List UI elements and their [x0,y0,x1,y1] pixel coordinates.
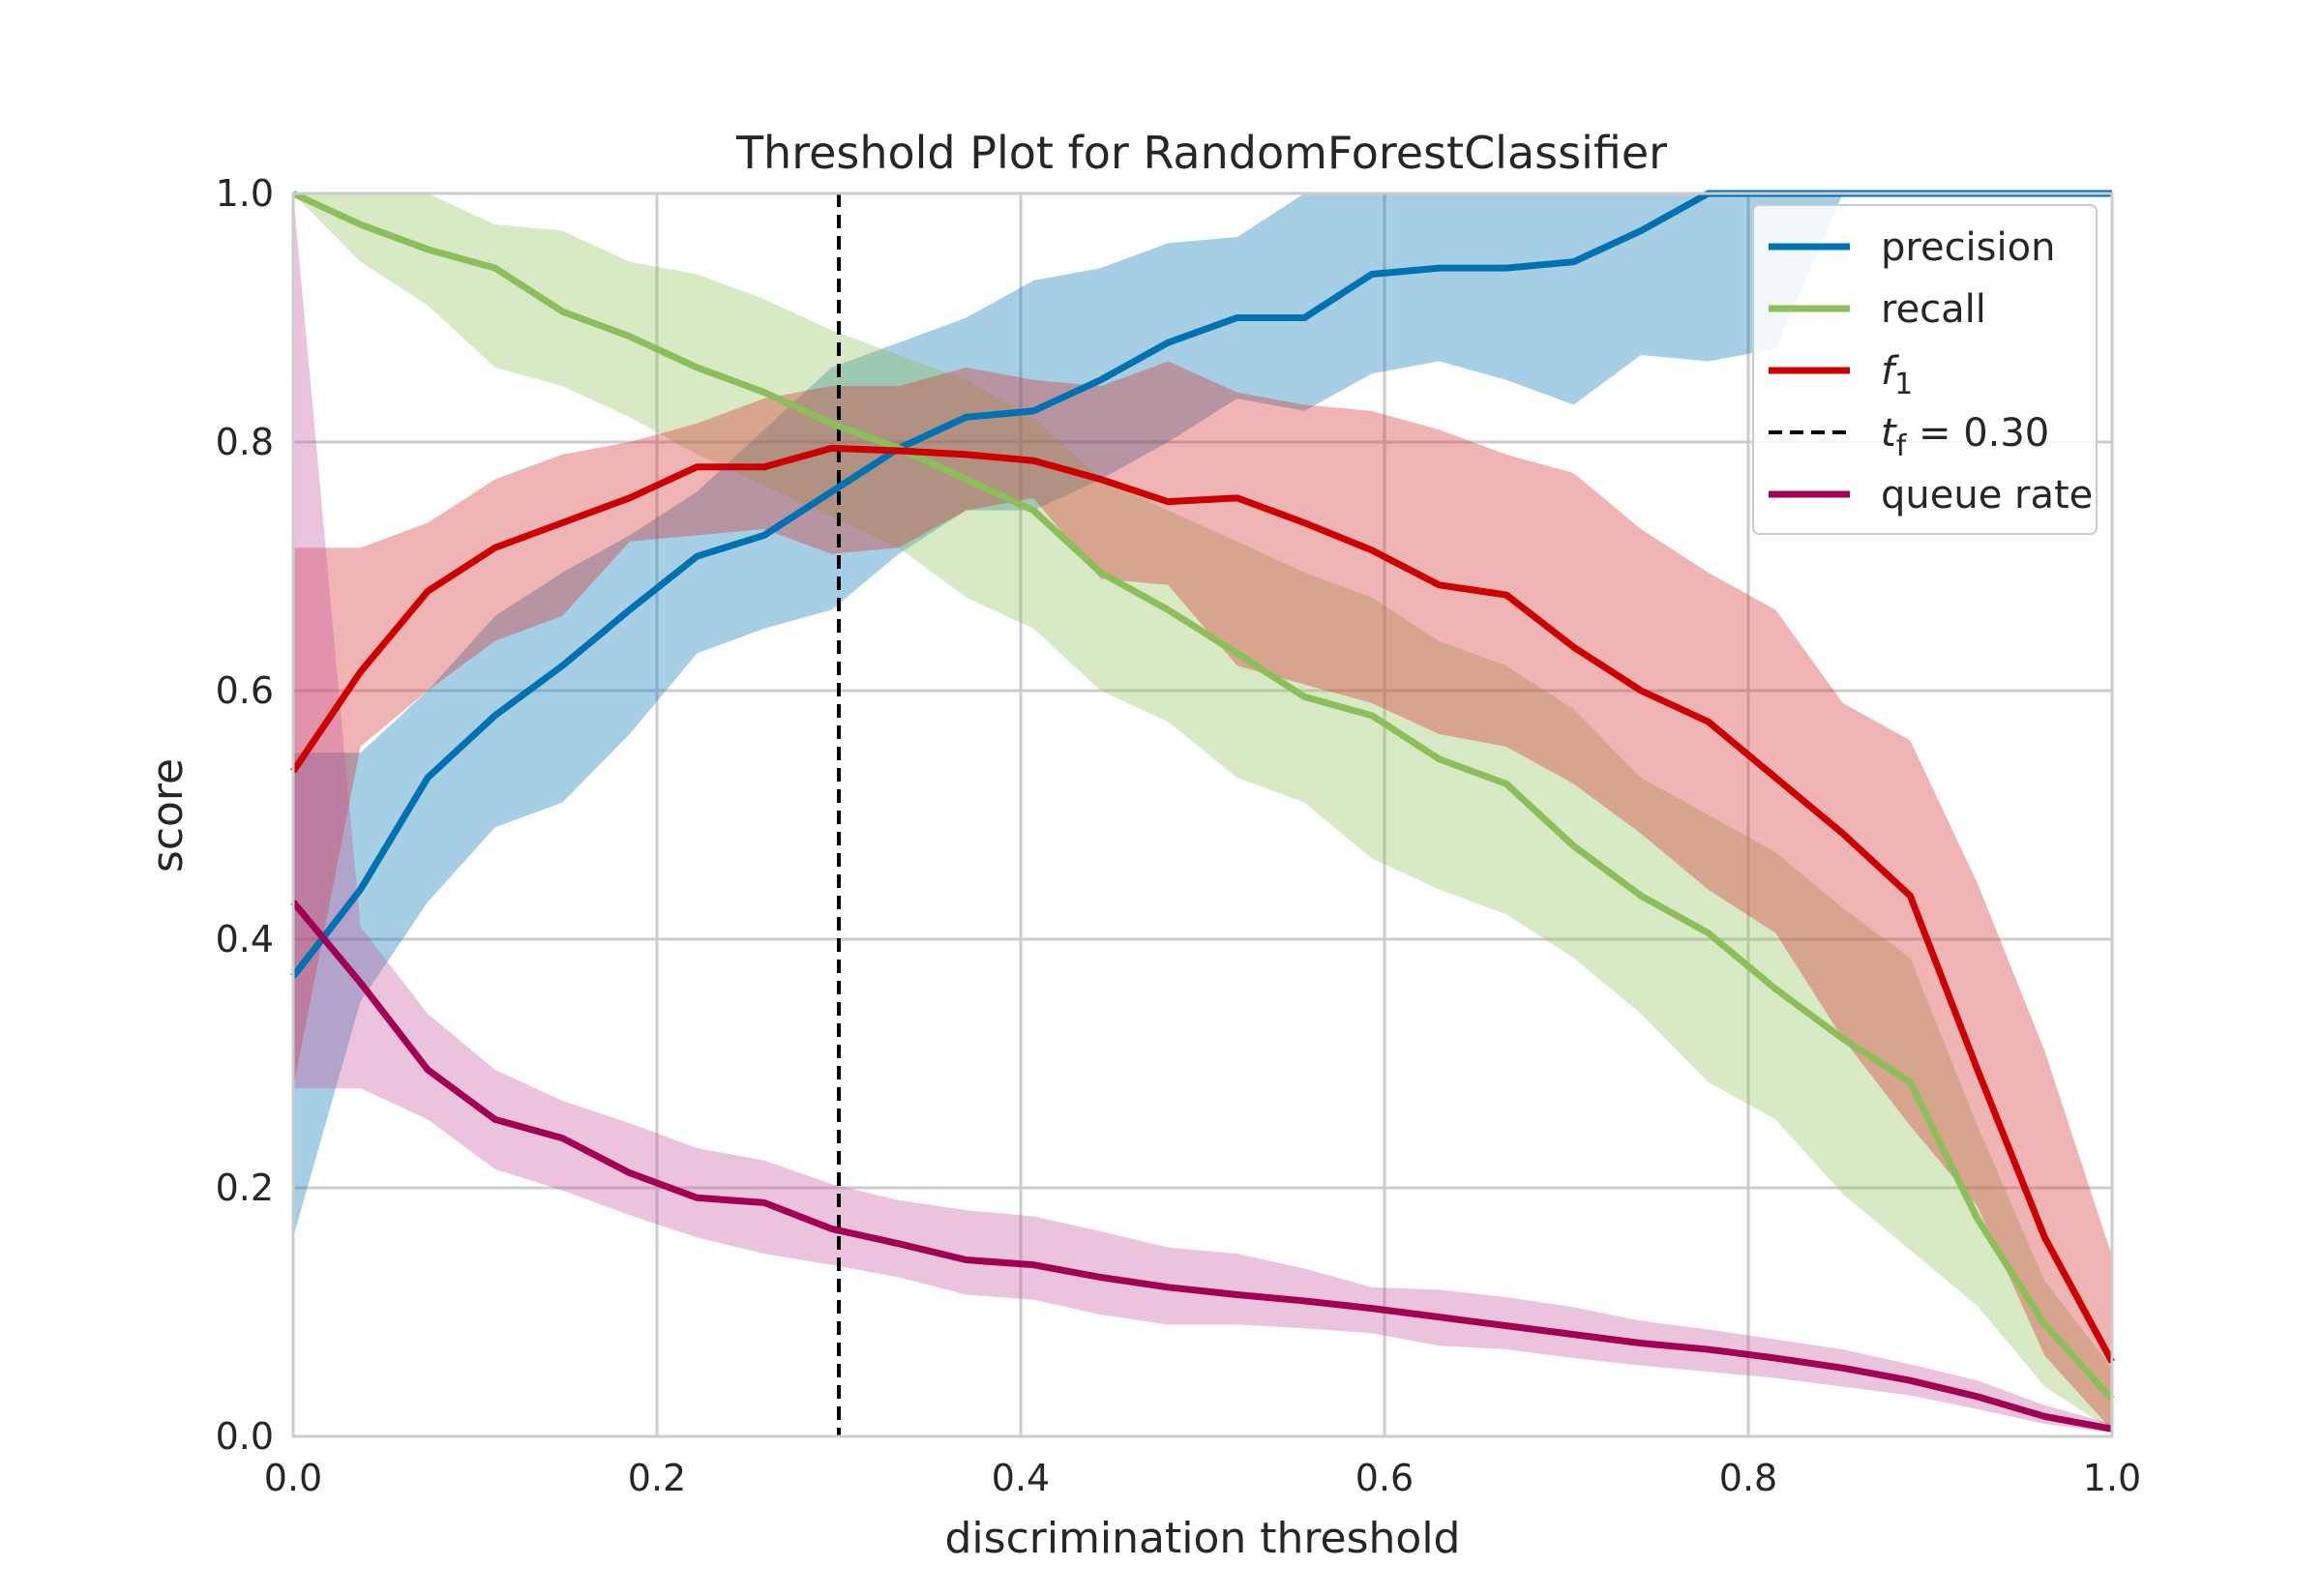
x-tick-label: 1.0 [2083,1457,2141,1499]
x-tick-label: 0.0 [264,1457,322,1499]
x-tick-label: 0.6 [1355,1457,1414,1499]
y-tick-label: 0.4 [216,918,274,961]
x-tick-label: 0.2 [628,1457,686,1499]
legend-label-queue-rate: queue rate [1881,473,2093,517]
x-axis-label: discrimination threshold [944,1514,1460,1563]
f1-line [290,444,2116,1364]
chart-title: Threshold Plot for RandomForestClassifie… [735,127,1667,179]
y-tick-label: 0.0 [216,1415,274,1458]
series-lines [290,190,2116,1433]
recall-line [291,190,2115,1402]
y-tick-label: 0.2 [216,1167,274,1209]
legend-box [1752,204,2098,535]
queue-rate-line [290,900,2113,1433]
y-axis-ticks: 0.0 0.2 0.4 0.6 0.8 1.0 [216,172,274,1458]
legend-label-precision: precision [1881,225,2055,270]
x-tick-label: 0.4 [992,1457,1050,1499]
x-axis-ticks: 0.0 0.2 0.4 0.6 0.8 1.0 [264,1457,2141,1499]
f1-band [293,361,2112,1431]
legend-label-recall: recall [1881,287,1986,332]
legend-label-threshold: tf = 0.30 [1881,411,2049,463]
recall-band [293,193,2112,1431]
y-axis-label: score [143,758,193,872]
x-tick-label: 0.8 [1719,1457,1777,1499]
confidence-bands [293,193,2112,1433]
y-tick-label: 0.6 [216,669,274,712]
plot-frame [291,192,2114,1438]
precision-band [293,193,2112,1238]
y-tick-label: 1.0 [216,172,274,215]
y-tick-label: 0.8 [216,421,274,463]
